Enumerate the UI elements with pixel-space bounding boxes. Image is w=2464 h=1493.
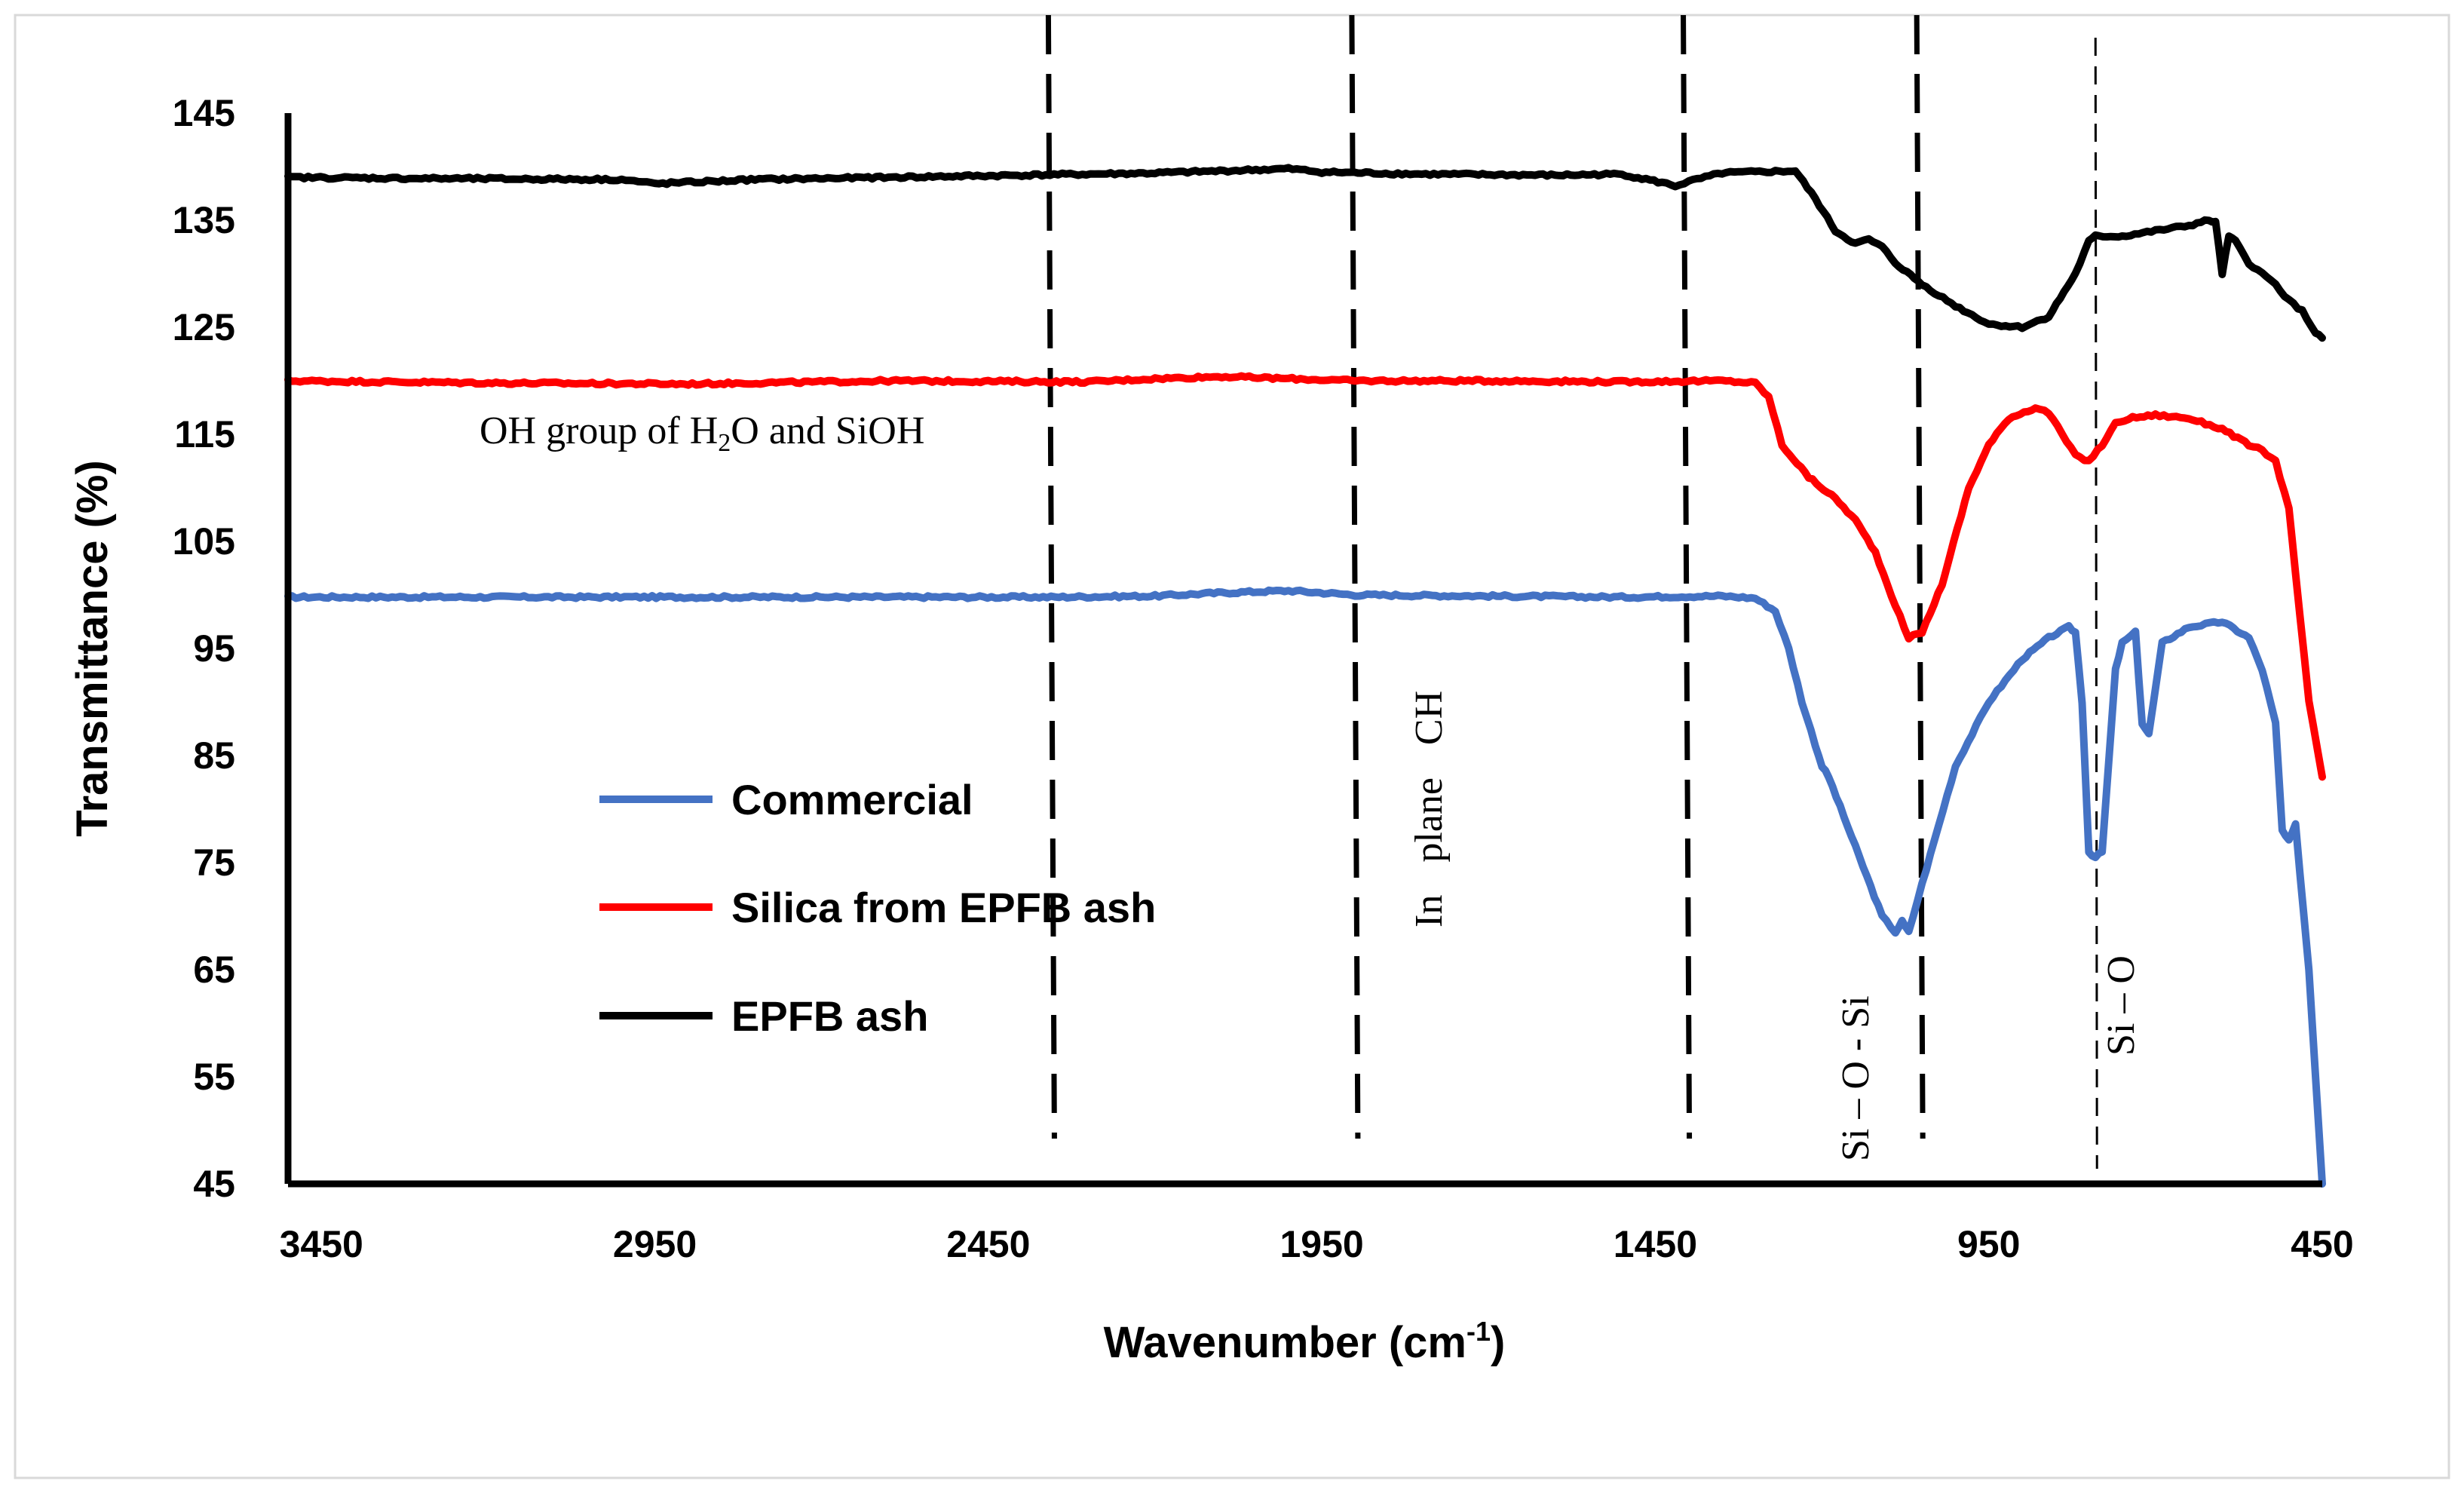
y-axis-title: Transmittance (%) <box>68 460 117 837</box>
x-tick-label-1950: 1950 <box>1280 1223 1363 1265</box>
y-tick-label-105: 105 <box>173 520 235 563</box>
series-line-commercial <box>284 586 2326 1188</box>
x-tick-label-3450: 3450 <box>280 1223 363 1265</box>
y-tick-label-75: 75 <box>193 842 235 884</box>
annotation-si-o-si: Si – O - Si <box>1834 995 1877 1161</box>
marker-line-790 <box>2094 37 2098 1170</box>
annotation-oh-part2: O and SiOH <box>731 409 924 452</box>
x-tick-label-2450: 2450 <box>946 1223 1030 1265</box>
y-tick-label-145: 145 <box>173 92 235 134</box>
annotation-si-o: Si – O <box>2100 955 2143 1056</box>
legend-label-silica: Silica from EPFB ash <box>731 884 1156 931</box>
y-tick-label-135: 135 <box>173 199 235 241</box>
x-axis-title-end: ) <box>1491 1318 1505 1367</box>
y-tick-label-125: 125 <box>173 306 235 348</box>
x-tick-label-1450: 1450 <box>1614 1223 1697 1265</box>
x-axis-title-main: Wavenumber (cm <box>1104 1318 1466 1367</box>
annotation-oh-group: OH group of H2O and SiOH <box>480 409 924 457</box>
y-tick-label-65: 65 <box>193 949 235 991</box>
y-tick-label-55: 55 <box>193 1056 235 1098</box>
y-tick-label-95: 95 <box>193 627 235 670</box>
series-layer <box>284 164 2326 1188</box>
y-tick-label-115: 115 <box>174 413 235 455</box>
x-tick-labels: 3450 2950 2450 1950 1450 950 450 <box>280 1223 2354 1265</box>
x-axis-title: Wavenumber (cm-1) <box>1104 1316 1506 1367</box>
series-line-silica-from-epfb-ash <box>284 372 2326 781</box>
legend: Commercial Silica from EPFB ash EPFB ash <box>599 776 1156 1040</box>
x-tick-label-450: 450 <box>2291 1223 2353 1265</box>
x-tick-label-2950: 2950 <box>613 1223 697 1265</box>
chart-frame <box>14 14 2450 1479</box>
marker-line-1058 <box>1914 14 1926 1139</box>
y-tick-label-85: 85 <box>193 734 235 777</box>
y-tick-label-45: 45 <box>193 1163 235 1205</box>
y-tick-labels: 145 135 125 115 105 95 85 75 65 55 45 <box>173 92 235 1205</box>
annotation-oh-part1: OH group of H <box>480 409 718 452</box>
x-axis-title-sup: -1 <box>1466 1316 1491 1347</box>
x-tick-label-950: 950 <box>1957 1223 2020 1265</box>
series-line-epfb-ash <box>284 164 2326 342</box>
marker-line-2360 <box>1045 14 1057 1139</box>
annotation-oh-sub: 2 <box>718 429 731 457</box>
annotation-in-plane-ch: In plane CH <box>1408 691 1451 927</box>
legend-label-epfb-ash: EPFB ash <box>731 992 928 1040</box>
reference-markers <box>1045 14 2098 1170</box>
legend-label-commercial: Commercial <box>731 776 973 823</box>
marker-line-1905 <box>1349 14 1361 1139</box>
marker-line-1408 <box>1681 14 1693 1139</box>
